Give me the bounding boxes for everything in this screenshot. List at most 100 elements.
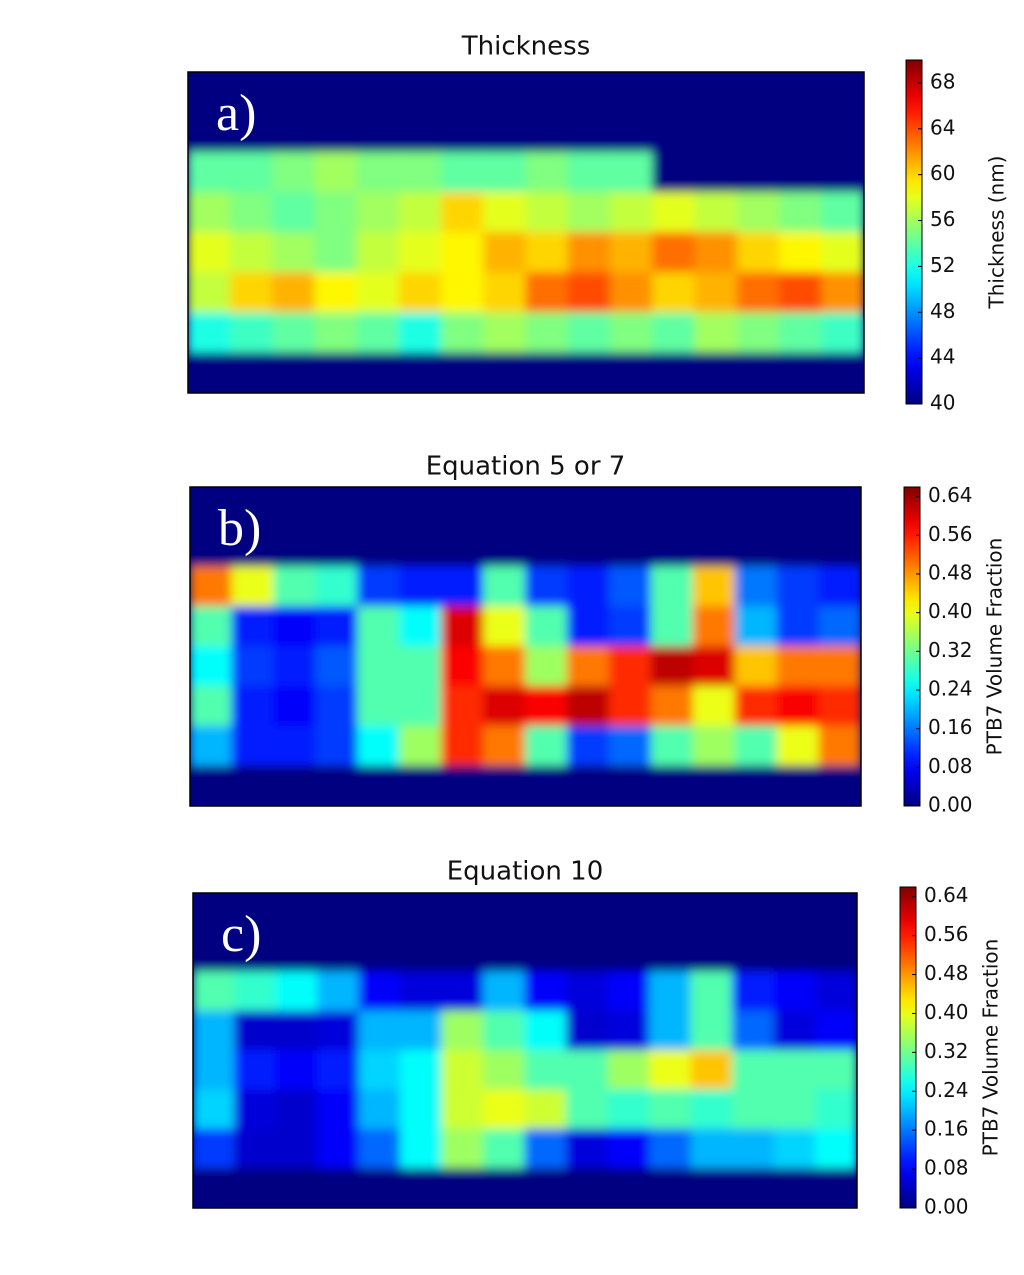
heatmap-cell xyxy=(234,1010,277,1051)
colorbar-tick-label: 40 xyxy=(930,391,955,415)
heatmap-cell xyxy=(732,893,775,933)
heatmap-cell xyxy=(734,487,778,528)
colorbar-tick-label: 0.08 xyxy=(924,1156,969,1180)
heatmap-cell xyxy=(193,1089,235,1130)
heatmap-cell xyxy=(650,646,694,687)
heatmap-cell xyxy=(566,685,610,727)
heatmap-cell xyxy=(190,526,233,568)
heatmap-cell xyxy=(736,232,780,274)
heatmap-cell xyxy=(483,232,527,274)
heatmap-cell xyxy=(190,487,233,528)
heatmap-cell xyxy=(229,191,273,233)
heatmap-cell xyxy=(441,646,485,687)
heatmap-cell xyxy=(566,1050,609,1091)
heatmap-cell xyxy=(483,487,526,528)
heatmap-cell xyxy=(229,272,273,314)
heatmap-cell xyxy=(566,1128,609,1170)
heatmap-cell xyxy=(441,1089,484,1130)
heatmap-cell xyxy=(649,893,692,933)
heatmap-cell xyxy=(356,111,400,153)
heatmap-cell xyxy=(818,685,861,727)
colorbar xyxy=(903,486,921,807)
heatmap-cell xyxy=(400,971,443,1012)
heatmap-cell xyxy=(229,151,273,193)
heatmap-cell xyxy=(356,272,400,314)
heatmap-cell xyxy=(566,487,610,528)
heatmap-cell xyxy=(190,725,233,767)
heatmap-cell xyxy=(608,566,652,608)
heatmap-cell xyxy=(398,272,442,314)
heatmap-cell xyxy=(524,1128,567,1170)
plot-frame xyxy=(192,892,858,1209)
colorbar-tick-label: 64 xyxy=(930,115,955,139)
heatmap-cell xyxy=(566,765,610,806)
heatmap-cell xyxy=(692,765,736,806)
heatmap-cell xyxy=(734,646,778,687)
heatmap-cell xyxy=(525,352,569,393)
heatmap-cell xyxy=(524,893,567,933)
heatmap-cell xyxy=(399,765,443,806)
heatmap-cell xyxy=(398,111,442,153)
heatmap-cell xyxy=(441,312,485,354)
heatmap-cell xyxy=(275,1168,318,1208)
heatmap-cell xyxy=(314,111,358,153)
colorbar-tick-label: 0.56 xyxy=(928,522,973,546)
heatmap-cell xyxy=(566,566,610,608)
heatmap-cell xyxy=(357,685,401,727)
heatmap-cell xyxy=(567,232,611,274)
plot-frame xyxy=(187,71,865,394)
heatmap-cell xyxy=(779,232,823,274)
heatmap-cell xyxy=(399,526,443,568)
colorbar xyxy=(905,59,923,405)
heatmap-cells xyxy=(190,487,861,806)
heatmap-cell xyxy=(821,352,864,393)
heatmap-cell xyxy=(779,111,823,153)
heatmap-cell xyxy=(694,232,738,274)
colorbar-label: PTB7 Volume Fraction xyxy=(979,939,1003,1157)
colorbar-tick-label: 0.48 xyxy=(928,561,973,585)
heatmap-cell xyxy=(821,72,864,113)
heatmap-cell xyxy=(776,487,820,528)
heatmap-cell xyxy=(358,1089,401,1130)
heatmap-cell xyxy=(275,1089,318,1130)
heatmap-cell xyxy=(483,1128,526,1170)
heatmap-cell xyxy=(190,606,233,647)
heatmap-cell xyxy=(776,526,820,568)
heatmap-cell xyxy=(649,931,692,973)
heatmap-cell xyxy=(357,765,401,806)
heatmap-cell xyxy=(273,685,317,727)
heatmap-cell xyxy=(773,1128,816,1170)
heatmap-cell xyxy=(776,725,820,767)
heatmap-cell xyxy=(229,72,273,113)
heatmap-cell xyxy=(483,72,527,113)
heatmap-cell xyxy=(400,931,443,973)
heatmap-cell xyxy=(234,1089,277,1130)
heatmap-cell xyxy=(441,72,485,113)
heatmap-cell xyxy=(525,72,569,113)
heatmap-cell xyxy=(273,725,317,767)
heatmap-cell xyxy=(272,191,316,233)
colorbar-tick-label: 68 xyxy=(930,69,955,93)
heatmap-cell xyxy=(821,151,864,193)
heatmap-cell xyxy=(607,1010,650,1051)
colorbar-tick-label: 56 xyxy=(930,207,955,231)
heatmap-cell xyxy=(690,1128,733,1170)
heatmap-cell xyxy=(607,931,650,973)
heatmap-cell xyxy=(773,1089,816,1130)
chart-title: Equation 5 or 7 xyxy=(426,452,626,482)
heatmap-cell xyxy=(190,685,233,727)
heatmap-cell xyxy=(815,1089,857,1130)
heatmap-cell xyxy=(193,971,235,1012)
heatmap-cell xyxy=(483,111,527,153)
heatmap-cell xyxy=(231,725,275,767)
heatmap-cell xyxy=(524,1010,567,1051)
heatmap-cell xyxy=(773,971,816,1012)
heatmap-cell xyxy=(483,1010,526,1051)
heatmap-cell xyxy=(358,893,401,933)
heatmap-cell xyxy=(272,352,316,393)
heatmap-cell xyxy=(400,1089,443,1130)
heatmap-cell xyxy=(652,352,696,393)
heatmap-cell xyxy=(231,765,275,806)
heatmap-cell xyxy=(483,765,526,806)
heatmap-cell xyxy=(732,1089,775,1130)
